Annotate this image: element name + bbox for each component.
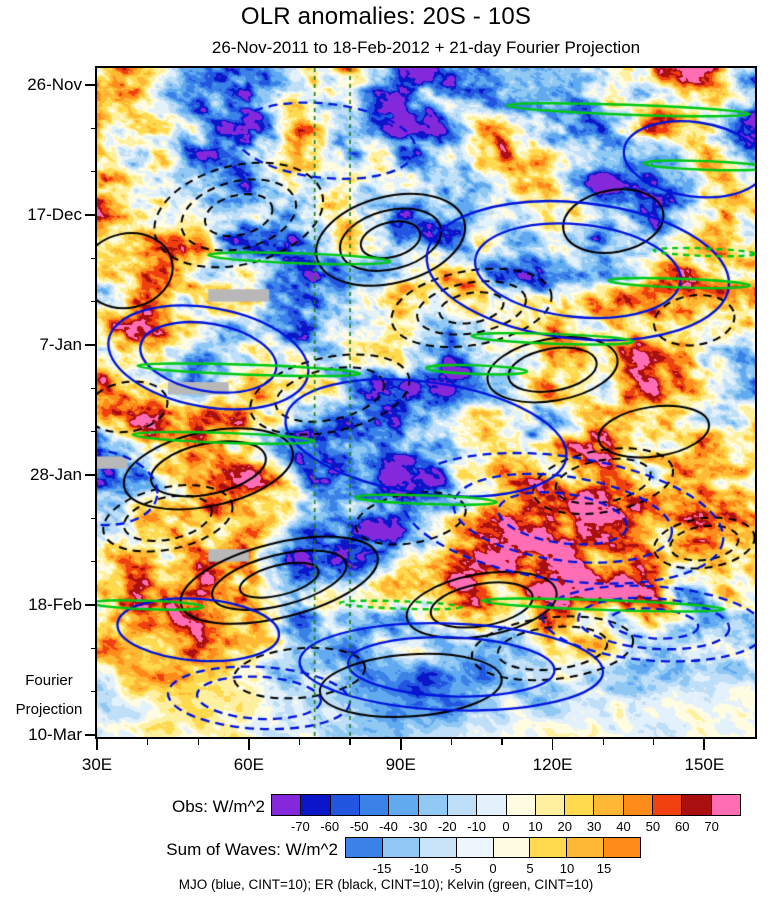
colorbar-cell <box>493 838 531 857</box>
colorbar-cell <box>456 838 494 857</box>
colorbar-cell <box>301 795 331 815</box>
x-tick-mark <box>399 739 402 750</box>
x-tick-label: 90E <box>385 755 416 774</box>
colorbar-cell <box>418 795 448 815</box>
y-minor-tick-mark <box>91 171 97 173</box>
colorbar-cell <box>535 795 566 815</box>
x-tick-label: 150E <box>684 755 725 774</box>
y-minor-tick-mark <box>91 517 97 519</box>
colorbar-cell <box>330 795 360 815</box>
y-tick-label: 28-Jan <box>30 464 82 484</box>
y-tick-mark <box>85 344 97 346</box>
colorbar-cell <box>346 838 383 857</box>
y-tick-mark <box>85 734 97 736</box>
colorbar-cell <box>594 795 624 815</box>
chart-subtitle: 26-Nov-2011 to 18-Feb-2012 + 21-day Four… <box>211 38 641 57</box>
x-minor-tick-mark <box>349 739 351 745</box>
colorbar-tick-label: -10 <box>467 819 487 834</box>
colorbar-tick-label: -50 <box>349 819 369 834</box>
x-tick-label: 60E <box>233 755 264 774</box>
x-minor-tick-mark <box>147 739 149 745</box>
colorbar-cell <box>682 795 712 815</box>
y-tick-mark <box>85 604 97 606</box>
y-minor-tick-mark <box>91 431 97 433</box>
colorbar-cell <box>653 795 683 815</box>
y-tick-label: 7-Jan <box>39 334 82 354</box>
y-tick-mark <box>85 84 97 86</box>
colorbar-tick-label: 70 <box>704 819 719 834</box>
hovmoller-canvas <box>97 68 755 737</box>
y-tick-mark <box>85 474 97 476</box>
colorbar-tick-label: 5 <box>526 861 534 876</box>
obs-colorbar <box>271 794 741 816</box>
x-minor-tick-mark <box>197 739 199 745</box>
y-minor-tick-mark <box>91 647 97 649</box>
colorbar-tick-label: 10 <box>528 819 543 834</box>
colorbar-cell <box>567 838 605 857</box>
y-tick-mark <box>85 214 97 216</box>
x-minor-tick-mark <box>653 739 655 745</box>
colorbar-tick-label: 60 <box>675 819 690 834</box>
colorbar-tick-label: -30 <box>408 819 428 834</box>
y-minor-tick-mark <box>91 561 97 563</box>
colorbar-tick-label: 40 <box>616 819 631 834</box>
colorbar-cell <box>272 795 302 815</box>
colorbar-tick-label: -70 <box>290 819 310 834</box>
colorbar-tick-label: 10 <box>559 861 575 876</box>
colorbar-tick-label: 20 <box>557 819 572 834</box>
x-tick-mark <box>96 739 98 750</box>
colorbar-tick-label: -60 <box>320 819 340 834</box>
colorbar-tick-label: -20 <box>437 819 457 834</box>
colorbar-tick-label: 50 <box>645 819 661 834</box>
waves-colorbar-label: Sum of Waves: W/m^2 <box>166 840 338 859</box>
y-minor-tick-mark <box>91 127 97 129</box>
colorbar-tick-label: 15 <box>596 861 612 876</box>
x-minor-tick-mark <box>298 739 301 745</box>
colorbar-tick-label: -15 <box>372 861 392 876</box>
y-minor-tick-mark <box>91 387 97 389</box>
colorbar-cell <box>604 838 640 857</box>
colorbar-cell <box>565 795 595 815</box>
waves-colorbar <box>345 837 641 858</box>
colorbar-cell <box>419 838 457 857</box>
colorbar-tick-label: -40 <box>379 819 398 834</box>
x-minor-tick-mark <box>450 739 452 745</box>
colorbar-tick-label: 0 <box>502 819 510 834</box>
y-tick-label: 26-Nov <box>27 75 82 94</box>
y-tick-label: 17-Dec <box>27 204 82 224</box>
x-minor-tick-mark <box>602 739 604 745</box>
x-tick-label: 30E <box>81 755 113 774</box>
colorbar-tick-label: -5 <box>450 861 462 876</box>
colorbar-cell <box>359 795 390 815</box>
colorbar-tick-label: -10 <box>409 861 429 876</box>
fourier-annotation-line1: Fourier <box>25 672 73 689</box>
x-tick-label: 120E <box>532 755 573 774</box>
fourier-annotation-line2: Projection <box>15 701 83 718</box>
fourier-projection-annotation: Fourier Projection <box>2 666 96 724</box>
colorbar-cell <box>506 795 536 815</box>
y-tick-label: 18-Feb <box>28 594 82 614</box>
obs-colorbar-label: Obs: W/m^2 <box>172 797 265 816</box>
x-tick-mark <box>703 739 706 750</box>
colorbar-tick-label: 30 <box>586 819 602 834</box>
x-tick-mark <box>247 739 250 750</box>
colorbar-cell <box>530 838 568 857</box>
y-minor-tick-mark <box>91 257 97 259</box>
y-minor-tick-mark <box>91 301 97 303</box>
colorbar-cell <box>623 795 654 815</box>
colorbar-cell <box>477 795 507 815</box>
x-minor-tick-mark <box>501 739 503 745</box>
colorbar-cell <box>711 795 740 815</box>
colorbar-cell <box>389 795 419 815</box>
x-tick-mark <box>551 739 554 750</box>
colorbar-cell <box>382 838 420 857</box>
legend-caption: MJO (blue, CINT=10); ER (black, CINT=10)… <box>178 877 594 892</box>
colorbar-tick-label: 0 <box>489 861 497 876</box>
y-minor-tick-mark <box>91 691 97 693</box>
chart-title: OLR anomalies: 20S - 10S <box>240 3 532 30</box>
colorbar-cell <box>447 795 478 815</box>
y-tick-label: 10-Mar <box>28 724 82 744</box>
